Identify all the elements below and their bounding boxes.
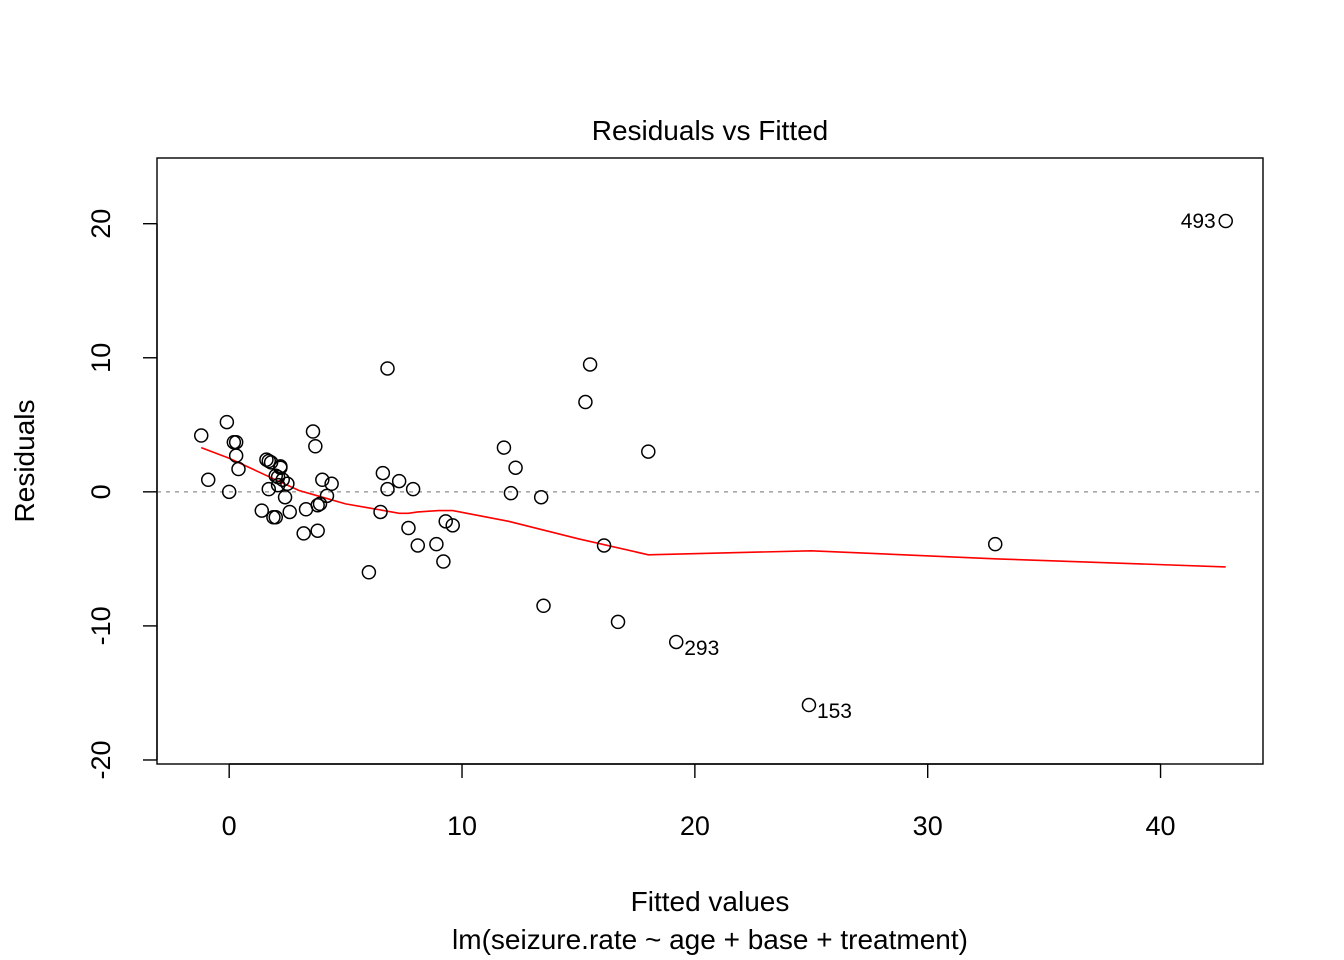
data-point <box>296 526 311 541</box>
x-tick-label: 30 <box>913 811 943 841</box>
data-point <box>610 614 626 630</box>
data-point <box>436 554 451 569</box>
x-tick-label: 10 <box>447 811 477 841</box>
data-point <box>254 503 270 518</box>
x-axis-title: Fitted values <box>631 886 790 917</box>
data-point <box>375 465 391 481</box>
data-point <box>221 484 237 500</box>
data-point <box>668 634 684 650</box>
data-point <box>193 428 209 443</box>
data-point <box>308 439 323 454</box>
data-point <box>445 518 460 533</box>
data-point <box>429 536 444 552</box>
data-point <box>641 444 656 459</box>
data-point <box>1218 213 1233 229</box>
point-label: 493 <box>1181 210 1216 233</box>
data-point <box>268 468 283 483</box>
data-point <box>310 497 325 513</box>
data-point <box>261 481 277 497</box>
data-point <box>275 472 290 488</box>
data-point <box>596 538 612 553</box>
data-point <box>578 394 593 410</box>
data-point <box>801 697 817 713</box>
y-tick-label: -20 <box>86 740 116 779</box>
data-point <box>380 481 395 497</box>
data-point <box>270 477 286 493</box>
data-point <box>405 481 421 497</box>
data-point <box>277 489 293 505</box>
x-tick-label: 20 <box>680 811 710 841</box>
data-point <box>280 476 295 492</box>
smoother-line <box>200 446 1226 568</box>
data-point <box>410 538 426 553</box>
data-point <box>261 453 277 469</box>
data-point <box>361 565 377 580</box>
data-point <box>268 510 283 525</box>
x-tick-label: 0 <box>222 811 237 841</box>
data-point <box>438 514 453 529</box>
data-point <box>319 488 335 504</box>
data-point <box>324 476 339 492</box>
data-point <box>380 361 395 376</box>
data-point <box>582 357 598 372</box>
data-point <box>503 485 519 501</box>
data-point <box>391 473 407 489</box>
data-point <box>508 460 523 475</box>
data-point <box>401 520 416 536</box>
data-point <box>200 472 216 488</box>
y-tick-label: -10 <box>86 606 116 645</box>
data-point <box>373 504 388 520</box>
point-label: 153 <box>817 700 852 723</box>
chart-title: Residuals vs Fitted <box>592 115 829 146</box>
data-point <box>315 472 330 488</box>
point-label: 293 <box>684 637 719 660</box>
data-point <box>987 536 1003 552</box>
data-point <box>305 424 321 439</box>
plot-frame <box>156 157 1264 765</box>
data-point <box>496 440 512 455</box>
data-point <box>533 489 549 505</box>
y-tick-label: 0 <box>86 484 116 499</box>
y-axis-title: Residuals <box>9 400 40 523</box>
y-tick-label: 20 <box>86 209 116 239</box>
data-point <box>282 504 297 520</box>
y-tick-label: 10 <box>86 343 116 373</box>
data-point <box>228 448 244 463</box>
data-point <box>310 523 325 538</box>
model-formula-subtitle: lm(seizure.rate ~ age + base + treatment… <box>452 924 968 955</box>
x-tick-label: 40 <box>1146 811 1176 841</box>
data-point <box>231 461 246 477</box>
data-point <box>219 414 235 430</box>
data-point <box>536 598 551 614</box>
